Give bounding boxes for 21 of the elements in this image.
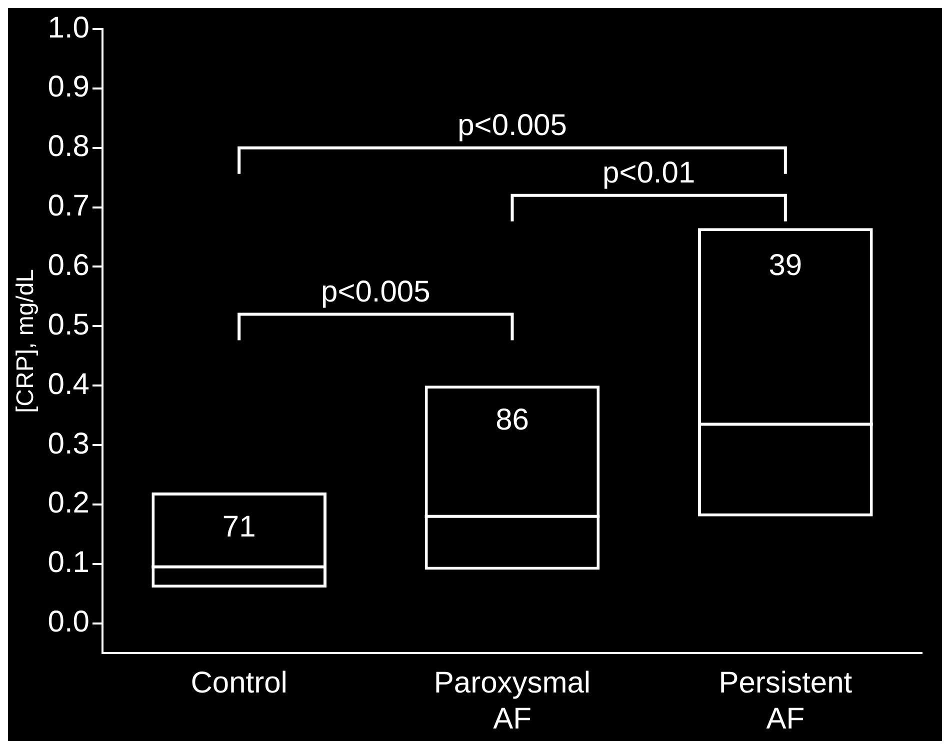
y-tick-label: 0.7 [48, 190, 90, 223]
annotation: 86 [496, 403, 529, 436]
annotation: p<0.01 [602, 156, 696, 190]
y-tick-label: 0.6 [48, 248, 90, 282]
y-tick-label: 0.1 [48, 546, 90, 580]
y-tick-label: 0.9 [48, 70, 90, 104]
y-tick-label: 0.2 [48, 486, 90, 520]
annotation: 71 [222, 510, 256, 544]
y-axis-title: [CRP], mg/dL [12, 268, 40, 414]
x-tick-label: Persistent AF [718, 666, 853, 736]
x-tick-label: Control [190, 666, 288, 700]
y-tick-label: 1.0 [48, 11, 90, 44]
y-tick-label: 0.5 [48, 308, 90, 342]
y-tick-label: 0.3 [48, 427, 90, 460]
y-tick-label: 0.4 [48, 368, 90, 401]
annotation: p<0.005 [321, 276, 430, 309]
annotation: p<0.005 [458, 109, 567, 142]
y-tick-label: 0.8 [48, 130, 90, 164]
x-tick-label: Paroxysmal AF [434, 666, 591, 736]
y-tick-label: 0.0 [48, 606, 90, 639]
annotation: 39 [768, 248, 802, 282]
